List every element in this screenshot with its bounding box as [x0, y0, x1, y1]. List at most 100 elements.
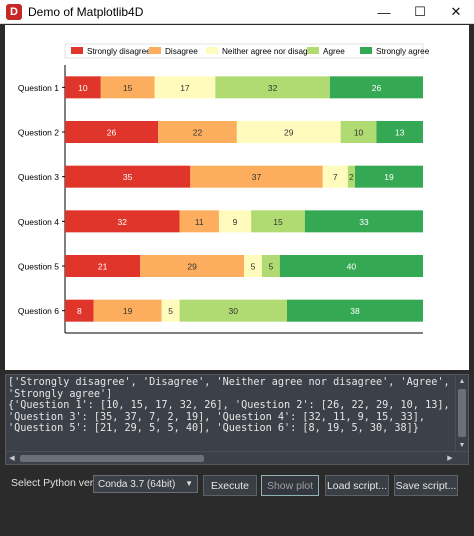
- execute-button[interactable]: Execute: [203, 475, 257, 496]
- chevron-down-icon: ▼: [185, 479, 193, 488]
- bar-segment: [347, 165, 355, 188]
- python-version-value: Conda 3.7 (64bit): [98, 478, 176, 490]
- horizontal-scrollbar[interactable]: ◀ ▶: [6, 451, 468, 464]
- legend-swatch: [360, 47, 372, 54]
- bar-segment: [100, 76, 155, 99]
- bar-segment: [286, 299, 423, 322]
- python-version-select[interactable]: Conda 3.7 (64bit) ▼: [93, 475, 198, 493]
- bar-segment: [65, 255, 141, 277]
- bar-segment: [154, 76, 216, 99]
- save-script-button[interactable]: Save script...: [394, 475, 458, 496]
- bar-segment: [65, 165, 191, 188]
- bar-segment: [218, 210, 252, 233]
- bar-value-label: 22: [193, 128, 203, 138]
- vertical-scrollbar[interactable]: ▲ ▼: [455, 375, 468, 451]
- console-text: ['Strongly disagree', 'Disagree', 'Neith…: [8, 377, 450, 435]
- maximize-button[interactable]: ☐: [414, 4, 426, 19]
- y-tick-label: Question 6: [18, 306, 59, 316]
- bar-value-label: 26: [107, 128, 117, 138]
- bar-value-label: 7: [333, 172, 338, 182]
- bar-segment: [279, 255, 423, 277]
- title-bar: D Demo of Matplotlib4D — ☐ ✕: [0, 0, 474, 24]
- bar-segment: [161, 299, 180, 322]
- bar-value-label: 5: [251, 262, 256, 272]
- legend-swatch: [307, 47, 319, 54]
- y-tick-label: Question 3: [18, 172, 59, 182]
- status-bar: [0, 526, 474, 536]
- bar-value-label: 9: [233, 217, 238, 227]
- legend-swatch: [206, 47, 218, 54]
- bar-value-label: 13: [395, 128, 405, 138]
- bar-segment: [322, 165, 348, 188]
- bar-segment: [65, 210, 180, 233]
- bar-value-label: 8: [77, 306, 82, 316]
- bar-value-label: 29: [187, 262, 197, 272]
- plot-panel: Question 1 10 15 17 32 26 Question 2 26 22 29 10 13…: [5, 25, 469, 370]
- minimize-button[interactable]: —: [377, 4, 391, 20]
- bar-segment: [340, 121, 377, 143]
- bar-value-label: 38: [350, 306, 360, 316]
- bar-value-label: 10: [354, 128, 364, 138]
- python-version-label: Select Python version :: [11, 477, 119, 489]
- bar-value-label: 19: [123, 306, 133, 316]
- bar-value-label: 37: [252, 172, 262, 182]
- bar-value-label: 15: [273, 217, 283, 227]
- bar-value-label: 17: [180, 83, 190, 93]
- bar-value-label: 21: [98, 262, 108, 272]
- console-output[interactable]: ['Strongly disagree', 'Disagree', 'Neith…: [5, 374, 469, 465]
- app-icon: D: [6, 3, 22, 20]
- show-plot-button[interactable]: Show plot: [261, 475, 319, 496]
- legend-swatch: [71, 47, 83, 54]
- control-bar: Select Python version : Conda 3.7 (64bit…: [0, 470, 474, 500]
- bar-value-label: 15: [123, 83, 133, 93]
- bar-segment: [179, 210, 219, 233]
- legend-label: Strongly agree: [376, 47, 430, 56]
- y-tick-label: Question 4: [18, 217, 59, 227]
- bar-value-label: 10: [78, 83, 88, 93]
- bar-segment: [215, 76, 330, 99]
- bar-value-label: 32: [268, 83, 278, 93]
- bar-value-label: 5: [268, 262, 273, 272]
- bar-segment: [251, 210, 305, 233]
- bar-segment: [190, 165, 323, 188]
- scroll-up-icon[interactable]: ▲: [458, 377, 466, 385]
- bar-segment: [354, 165, 423, 188]
- bar-value-label: 19: [384, 172, 394, 182]
- scroll-right-icon[interactable]: ▶: [447, 455, 453, 462]
- bar-value-label: 32: [118, 217, 128, 227]
- bar-value-label: 33: [359, 217, 369, 227]
- bar-segment: [329, 76, 423, 99]
- bar-segment: [261, 255, 280, 277]
- legend-label: Disagree: [165, 47, 198, 56]
- scroll-left-icon[interactable]: ◀: [9, 455, 15, 462]
- bar-value-label: 11: [195, 217, 204, 227]
- bar-segment: [376, 121, 423, 143]
- bar-segment: [244, 255, 262, 277]
- bar-value-label: 30: [229, 306, 239, 316]
- scroll-down-icon[interactable]: ▼: [458, 441, 466, 449]
- bar-segment: [93, 299, 162, 322]
- legend-label: Neither agree nor disagree: [222, 47, 320, 56]
- bar-segment: [236, 121, 341, 143]
- load-script-button[interactable]: Load script...: [325, 475, 389, 496]
- close-button[interactable]: ✕: [450, 4, 462, 19]
- legend-label: Agree: [323, 47, 345, 56]
- bar-value-label: 26: [372, 83, 382, 93]
- vertical-scroll-thumb[interactable]: [458, 389, 466, 437]
- bar-segment: [65, 121, 159, 143]
- bar-segment: [179, 299, 287, 322]
- bar-segment: [158, 121, 237, 143]
- legend-swatch: [149, 47, 161, 54]
- y-tick-label: Question 5: [18, 262, 59, 272]
- bar-value-label: 35: [123, 172, 133, 182]
- bar-segment: [304, 210, 423, 233]
- bar-value-label: 5: [168, 306, 173, 316]
- bar-segment: [65, 299, 94, 322]
- y-tick-label: Question 2: [18, 128, 59, 138]
- legend-label: Strongly disagree: [87, 47, 151, 56]
- y-tick-label: Question 1: [18, 83, 59, 93]
- horizontal-scroll-thumb[interactable]: [20, 455, 204, 462]
- bar-value-label: 2: [349, 172, 354, 182]
- bar-segment: [140, 255, 244, 277]
